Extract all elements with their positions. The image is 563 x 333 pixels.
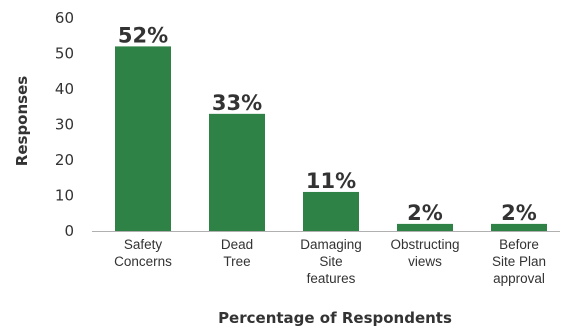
- y-axis-ticks: 0 10 20 30 40 50 60: [55, 9, 74, 240]
- y-tick-label: 30: [55, 116, 74, 134]
- data-labels: 52% 33% 11% 2% 2%: [118, 23, 537, 225]
- x-tick-label: Before Site Plan approval: [492, 237, 546, 286]
- y-tick-label: 20: [55, 151, 74, 169]
- x-tick-label-line: Tree: [223, 254, 250, 269]
- x-axis-category-labels: Safety Concerns Dead Tree Damaging Site featur…: [114, 237, 546, 286]
- bar: [397, 223, 453, 231]
- x-tick-label-line: Damaging: [300, 237, 362, 252]
- bar-value-label: 11%: [306, 169, 356, 193]
- y-axis-title: Responses: [13, 76, 31, 166]
- y-tick-label: 40: [55, 80, 74, 98]
- x-tick-label-line: Site Plan: [492, 254, 546, 269]
- x-tick-label: Safety Concerns: [114, 237, 172, 269]
- x-tick-label: Obstructing views: [390, 237, 459, 269]
- x-tick-label-line: views: [408, 254, 442, 269]
- x-tick-label-line: features: [307, 271, 356, 286]
- x-tick-label-line: Site: [319, 254, 342, 269]
- bar-value-label: 52%: [118, 23, 168, 47]
- bar: [115, 46, 171, 232]
- y-tick-label: 10: [55, 187, 74, 205]
- bar: [209, 113, 265, 231]
- y-tick-label: 50: [55, 45, 74, 63]
- x-axis-title: Percentage of Respondents: [218, 309, 452, 327]
- bar-value-label: 2%: [407, 201, 443, 225]
- bar: [303, 191, 359, 231]
- x-tick-label: Dead Tree: [221, 237, 253, 269]
- bar-value-label: 33%: [212, 91, 262, 115]
- y-tick-label: 60: [55, 9, 74, 27]
- x-tick-label-line: Before: [499, 237, 539, 252]
- x-tick-label: Damaging Site features: [300, 237, 362, 286]
- x-tick-label-line: Safety: [124, 237, 163, 252]
- x-tick-label-line: Obstructing: [390, 237, 459, 252]
- bars: [115, 46, 547, 232]
- bar-value-label: 2%: [501, 201, 537, 225]
- x-tick-label-line: Concerns: [114, 254, 172, 269]
- y-tick-label: 0: [64, 222, 74, 240]
- x-tick-label-line: approval: [493, 271, 545, 286]
- x-tick-label-line: Dead: [221, 237, 253, 252]
- bar: [491, 223, 547, 231]
